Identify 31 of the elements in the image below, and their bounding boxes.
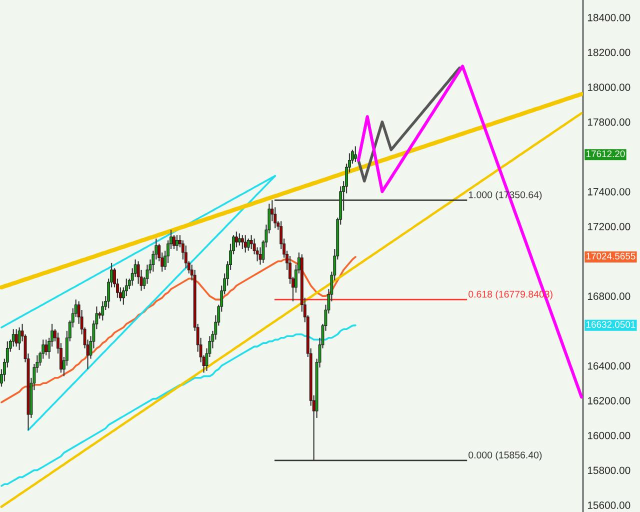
candlestick [238,232,241,246]
candlestick [14,328,18,348]
line-series [356,64,583,399]
candlestick [18,326,21,351]
y-tick-label: 16800.00 [588,292,630,300]
candlestick [244,234,247,254]
line-series [357,66,461,183]
y-tick-label: 17200.00 [588,222,630,230]
candlestick [354,146,357,163]
candlestick [176,234,178,252]
y-tick-label: 16000.00 [588,432,630,440]
candlestick [44,339,48,356]
line-series [0,92,583,290]
y-tick-label: 16400.00 [588,362,630,370]
candlestick [240,234,244,250]
ref-line-label: 0.000 (15856.40) [468,451,542,460]
line-series [0,112,583,508]
y-tick-label: 16200.00 [588,397,630,404]
y-tick-label: 18000.00 [588,84,630,91]
y-tick-label: 15800.00 [588,466,630,474]
y-tick-label: 17800.00 [588,118,630,126]
text: 17612.20 [586,150,625,158]
candlestick [246,238,250,252]
text: 16632.0501 [586,321,636,328]
y-tick-label: 15600.00 [588,502,630,509]
y-tick-label: 18400.00 [588,14,630,22]
y-tick-label: 17400.00 [588,188,630,196]
text: 17024.5655 [586,252,636,260]
candlestick [235,231,238,248]
y-tick-label: 18200.00 [588,48,630,56]
line-series [0,324,356,487]
